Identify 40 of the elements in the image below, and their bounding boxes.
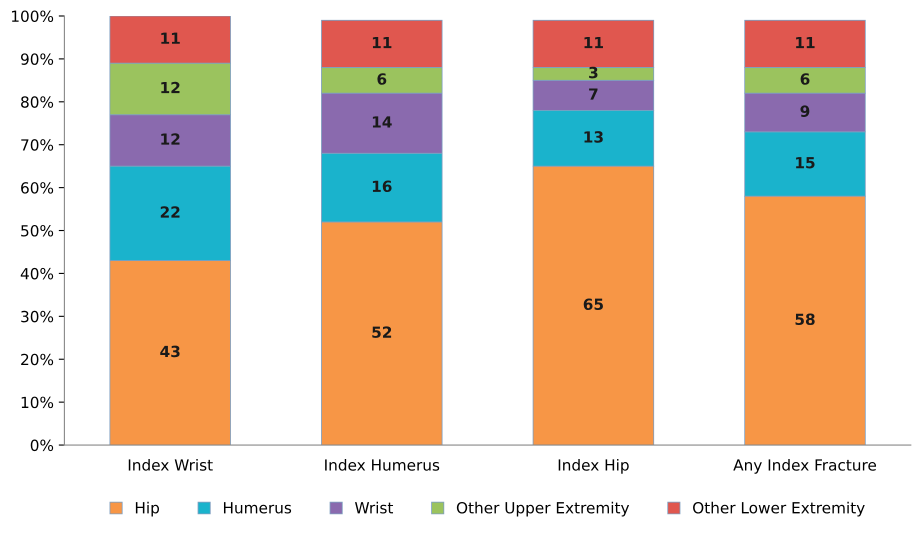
- y-tick-label: 10%: [22, 396, 54, 408]
- data-label: 15: [796, 157, 815, 168]
- data-label: 58: [796, 314, 815, 326]
- data-label: 3: [589, 66, 598, 78]
- data-label: 11: [796, 36, 815, 48]
- data-label: 65: [584, 298, 603, 310]
- data-label: 43: [160, 346, 180, 358]
- x-tick-label: Index Wrist: [128, 458, 213, 471]
- x-tick-label: Index Hip: [558, 458, 629, 474]
- data-label: 9: [800, 105, 810, 117]
- legend-label: Other Lower Extremity: [693, 502, 865, 516]
- y-tick-label: 70%: [21, 139, 54, 151]
- data-label: 6: [377, 73, 386, 85]
- data-label: 11: [584, 36, 603, 48]
- data-label: 11: [161, 32, 180, 44]
- legend-label: Other Upper Extremity: [456, 502, 630, 516]
- data-label: 7: [589, 88, 598, 100]
- y-tick-label: 60%: [21, 182, 54, 194]
- data-label: 12: [161, 133, 180, 145]
- legend-label: Humerus: [224, 502, 292, 514]
- x-tick-label: Index Humerus: [325, 458, 440, 471]
- y-tick-label: 40%: [20, 268, 54, 280]
- data-label: 6: [800, 73, 810, 85]
- data-label: 14: [372, 116, 392, 128]
- legend-label: Wrist: [355, 502, 394, 514]
- data-label: 13: [584, 131, 603, 143]
- data-label: 22: [160, 206, 180, 218]
- data-label: 11: [372, 36, 392, 48]
- y-tick-label: 90%: [20, 53, 54, 65]
- x-tick-label: Any Index Fracture: [733, 458, 876, 474]
- data-label: 52: [372, 326, 392, 338]
- y-tick-label: 80%: [21, 96, 54, 108]
- legend-label: Hip: [136, 502, 160, 516]
- y-tick-label: 30%: [21, 310, 54, 322]
- y-tick-label: 0%: [30, 440, 54, 452]
- y-tick-label: 50%: [21, 224, 54, 237]
- y-tick-label: 20%: [21, 354, 54, 366]
- data-label: 16: [372, 180, 392, 192]
- y-tick-label: 100%: [12, 10, 54, 22]
- data-label: 12: [161, 82, 180, 94]
